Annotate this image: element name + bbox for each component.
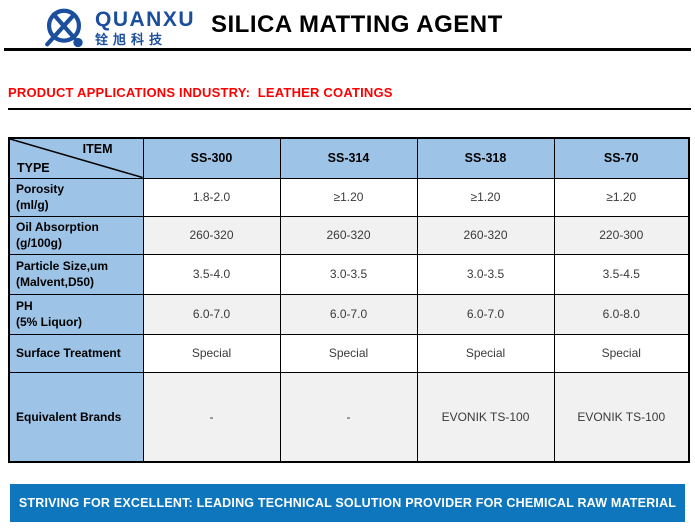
spec-table: ITEM TYPE SS-300 SS-314 SS-318 SS-70 Por… (8, 137, 690, 463)
quanxu-logo-icon (45, 8, 83, 48)
spec-cell: Special (142, 333, 281, 373)
page-title: SILICA MATTING AGENT (211, 11, 503, 38)
column-header-ss-318: SS-318 (416, 137, 555, 179)
column-header-ss-300: SS-300 (142, 137, 281, 179)
corner-item-label: ITEM (82, 142, 113, 156)
spec-cell: EVONIK TS-100 (553, 371, 690, 463)
spec-cell: 260-320 (279, 215, 418, 255)
row-label: Equivalent Brands (16, 409, 122, 424)
spec-cell: 3.0-3.5 (416, 253, 555, 295)
table-row-equivalent-brands: Equivalent Brands - - EVONIK TS-100 EVON… (8, 371, 690, 463)
header-divider (4, 48, 691, 51)
row-sublabel: (5% Liquor) (16, 315, 82, 329)
spec-cell: Special (279, 333, 418, 373)
row-label-oil-absorption: Oil Absorption (g/100g) (8, 215, 144, 255)
spec-cell: Special (553, 333, 690, 373)
table-row-oil-absorption: Oil Absorption (g/100g) 260-320 260-320 … (8, 215, 690, 255)
spec-cell: 1.8-2.0 (142, 177, 281, 217)
corner-type-label: TYPE (17, 160, 50, 175)
footer-slogan: STRIVING FOR EXCELLENT: LEADING TECHNICA… (18, 496, 677, 510)
table-row-surface-treatment: Surface Treatment Special Special Specia… (8, 333, 690, 373)
row-label: Surface Treatment (16, 345, 121, 360)
row-label: Porosity (16, 181, 65, 196)
spec-cell: 6.0-7.0 (142, 293, 281, 335)
row-sublabel: (Malvent,D50) (16, 275, 95, 289)
row-sublabel: (g/100g) (16, 236, 63, 250)
spec-cell: ≥1.20 (416, 177, 555, 217)
spec-cell: 260-320 (142, 215, 281, 255)
spec-cell: - (142, 371, 281, 463)
row-label: PH (16, 298, 33, 313)
applications-subtitle: PRODUCT APPLICATIONS INDUSTRY: LEATHER C… (8, 85, 393, 100)
row-sublabel: (ml/g) (16, 198, 49, 212)
table-row-particle-size: Particle Size,um (Malvent,D50) 3.5-4.0 3… (8, 253, 690, 295)
table-header-row: ITEM TYPE SS-300 SS-314 SS-318 SS-70 (8, 137, 690, 179)
subtitle-divider (8, 108, 691, 110)
row-label-ph: PH (5% Liquor) (8, 293, 144, 335)
table-row-ph: PH (5% Liquor) 6.0-7.0 6.0-7.0 6.0-7.0 6… (8, 293, 690, 335)
table-row-porosity: Porosity (ml/g) 1.8-2.0 ≥1.20 ≥1.20 ≥1.2… (8, 177, 690, 217)
row-label: Oil Absorption (16, 219, 99, 234)
spec-cell: 6.0-7.0 (279, 293, 418, 335)
corner-cell: ITEM TYPE (8, 137, 144, 179)
spec-cell: 260-320 (416, 215, 555, 255)
brand-text-block: QUANXU 铨旭科技 (95, 9, 195, 46)
spec-cell: EVONIK TS-100 (416, 371, 555, 463)
spec-cell: - (279, 371, 418, 463)
spec-cell: ≥1.20 (279, 177, 418, 217)
column-header-ss-314: SS-314 (279, 137, 418, 179)
spec-cell: ≥1.20 (553, 177, 690, 217)
brand-name-chinese: 铨旭科技 (95, 32, 168, 47)
column-header-ss-70: SS-70 (553, 137, 690, 179)
row-label-particle-size: Particle Size,um (Malvent,D50) (8, 253, 144, 295)
row-label-equivalent-brands: Equivalent Brands (8, 371, 144, 463)
spec-cell: 6.0-8.0 (553, 293, 690, 335)
spec-cell: Special (416, 333, 555, 373)
row-label-surface-treatment: Surface Treatment (8, 333, 144, 373)
footer-banner: STRIVING FOR EXCELLENT: LEADING TECHNICA… (10, 484, 685, 522)
row-label: Particle Size,um (16, 258, 109, 273)
spec-cell: 220-300 (553, 215, 690, 255)
spec-cell: 3.0-3.5 (279, 253, 418, 295)
spec-cell: 3.5-4.5 (553, 253, 690, 295)
spec-cell: 6.0-7.0 (416, 293, 555, 335)
row-label-porosity: Porosity (ml/g) (8, 177, 144, 217)
brand-name: QUANXU (95, 8, 196, 31)
spec-cell: 3.5-4.0 (142, 253, 281, 295)
corner-diagonal-line (10, 139, 143, 178)
